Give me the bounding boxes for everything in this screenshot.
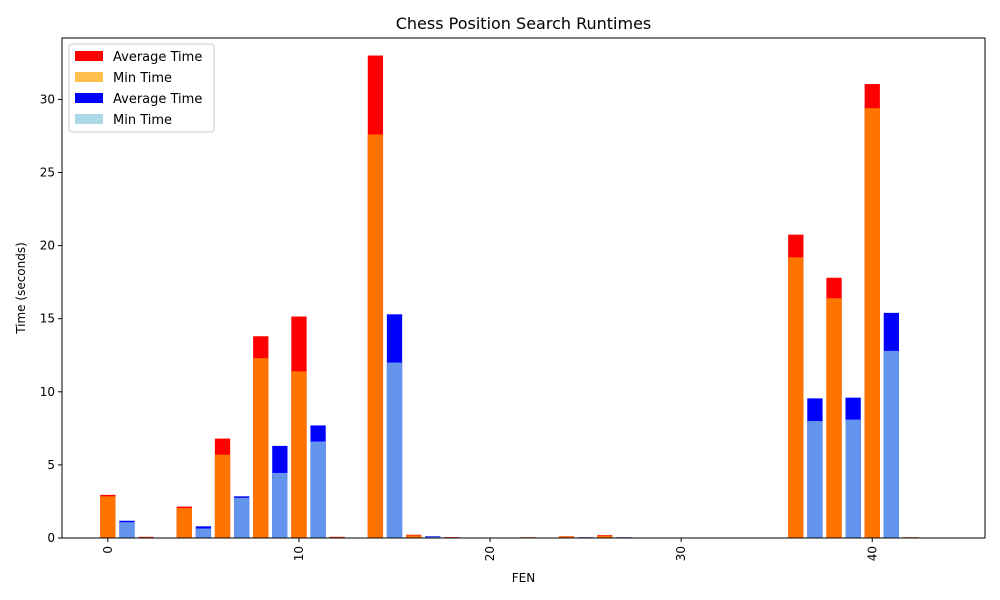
bar-min-1-8 (253, 358, 269, 538)
y-tick-label: 20 (40, 239, 55, 253)
y-tick-label: 10 (40, 385, 55, 399)
x-tick-label: 10 (292, 546, 306, 561)
legend-label: Average Time (113, 50, 202, 65)
bar-min-3-5 (195, 528, 212, 538)
legend-label: Min Time (113, 113, 172, 128)
bar-min-1-10 (291, 371, 307, 538)
legend-swatch (75, 51, 103, 61)
x-axis-label: FEN (512, 571, 535, 585)
chart-title: Chess Position Search Runtimes (396, 14, 652, 33)
y-axis-ticks: 0 5 10 15 20 25 30 (40, 92, 62, 545)
plot-frame (61, 37, 986, 539)
y-tick-label: 15 (40, 312, 55, 326)
x-tick-label: 40 (865, 546, 879, 561)
bar-min-1-24 (558, 536, 575, 538)
bar-min-3-39 (845, 419, 861, 538)
bar-min-1-6 (214, 454, 231, 538)
y-tick-label: 0 (47, 531, 55, 545)
bar-min-3-15 (386, 362, 403, 538)
bar-min-1-16 (405, 535, 422, 538)
y-axis-label: Time (seconds) (14, 242, 28, 335)
legend-label: Min Time (113, 71, 172, 86)
y-tick-label: 30 (40, 92, 55, 106)
bar-min-1-36 (788, 257, 804, 538)
bar-min-3-1 (119, 522, 135, 538)
legend: Average Time Min Time Average Time Min Time (68, 43, 215, 133)
legend-swatch (75, 72, 103, 82)
bar-min-3-41 (883, 350, 900, 538)
bar-min-3-17 (425, 536, 441, 538)
bar-min-1-38 (826, 298, 842, 538)
legend-label: Average Time (113, 92, 202, 107)
x-tick-label: 20 (483, 546, 497, 561)
legend-swatch (75, 93, 103, 103)
bar-min-1-14 (367, 134, 384, 539)
bars-layer (100, 55, 919, 539)
bar-min-1-4 (176, 508, 192, 538)
legend-swatch (75, 114, 103, 124)
x-tick-label: 30 (674, 546, 688, 561)
bar-min-1-40 (864, 108, 880, 539)
bar-min-3-37 (807, 421, 823, 538)
bar-min-3-7 (233, 497, 250, 538)
x-axis-ticks: 0 10 20 30 40 (101, 538, 879, 561)
bar-min-3-9 (272, 472, 288, 538)
bar-min-1-26 (597, 535, 613, 538)
bar-min-1-0 (100, 496, 116, 538)
legend-box (68, 43, 215, 133)
x-tick-label: 0 (101, 546, 115, 554)
bar-min-3-11 (310, 441, 326, 538)
y-tick-label: 25 (40, 166, 55, 180)
y-tick-label: 5 (47, 458, 55, 472)
